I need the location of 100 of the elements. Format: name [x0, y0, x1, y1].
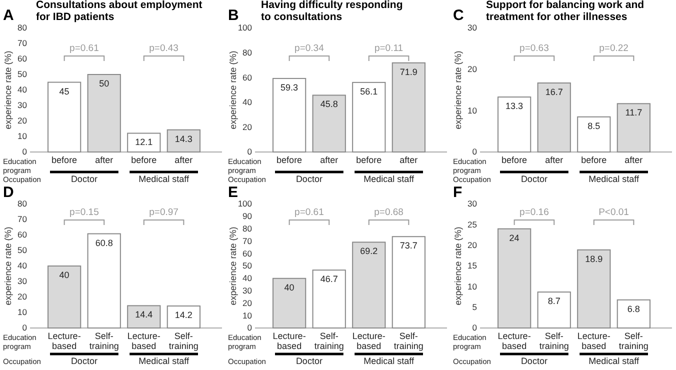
text: Doctor: [70, 174, 98, 184]
y-tick-label: 60: [242, 72, 252, 82]
y-tick-label: 0: [472, 146, 478, 157]
y-axis-title: experience rate (%): [228, 50, 238, 130]
x-tick-label: before: [131, 155, 157, 165]
text: Doctor: [296, 174, 322, 184]
x-tick-label: Lecture-based: [498, 331, 531, 351]
y-tick-label: 20: [468, 240, 478, 250]
chart-title: Having difficulty responding to consultations: [261, 0, 403, 23]
y-tick-label: 15: [468, 260, 478, 271]
y-axis-title: experience rate (%): [453, 226, 463, 306]
data-label: 69.2: [360, 246, 378, 256]
text: B: [228, 7, 239, 24]
bar: [352, 82, 386, 152]
y-axis-title: experience rate (%): [228, 226, 238, 306]
data-label: 46.7: [320, 274, 338, 284]
annotation: p=0.61: [294, 207, 324, 218]
y-tick-label: 30: [242, 286, 252, 296]
data-label: 24: [509, 232, 520, 243]
y-tick-label: 70: [18, 214, 28, 224]
text: Medical staff: [364, 174, 414, 184]
text: Medical staff: [364, 356, 414, 366]
x-tick-label: Self-training: [168, 331, 198, 351]
text: Doctor: [520, 174, 548, 184]
y-tick-label: 80: [242, 48, 252, 58]
data-label: 14.2: [174, 310, 192, 320]
bar: [48, 82, 82, 152]
x-tick-label: before: [52, 155, 78, 165]
y-tick-label: 40: [18, 260, 28, 271]
y-axis-title: experience rate (%): [3, 50, 13, 130]
bar: [272, 278, 306, 328]
x-tick-label: before: [581, 155, 607, 165]
text: Doctor: [70, 356, 98, 366]
x-tick-label: before: [502, 155, 528, 165]
text: Medical staff: [588, 174, 640, 184]
y-tick-label: 20: [242, 122, 252, 132]
data-label: 11.7: [625, 108, 642, 118]
y-tick-label: 30: [18, 276, 28, 286]
annotation: p=0.16: [520, 207, 549, 218]
x-tick-label: Self-training: [394, 331, 424, 351]
x-tick-label: after: [320, 155, 338, 165]
y-tick-label: 10: [18, 307, 28, 318]
bar: [616, 299, 650, 328]
bar: [166, 305, 200, 328]
bar: [127, 132, 161, 152]
text: A: [3, 7, 14, 24]
text: E: [228, 184, 238, 201]
y-tick-label: 100: [238, 22, 252, 33]
y-tick-label: 70: [242, 236, 252, 246]
annotation: p=0.43: [149, 43, 178, 54]
y-tick-label: 60: [18, 54, 28, 64]
y-tick-label: 60: [242, 248, 252, 258]
bar: [577, 116, 611, 152]
y-tick-label: 10: [242, 310, 252, 320]
x-tick-label: Self-training: [314, 331, 344, 351]
annotation: P<0.01: [598, 207, 629, 218]
x-tick-label: after: [174, 155, 193, 165]
y-tick-label: 80: [18, 22, 28, 33]
annotation: p=0.11: [374, 43, 404, 54]
y-tick-label: 25: [468, 219, 478, 230]
x-tick-label: before: [356, 155, 382, 165]
x-tick-label: Lecture-based: [127, 331, 160, 351]
bar: [352, 242, 386, 328]
bar: [498, 228, 532, 328]
y-axis-title: experience rate (%): [3, 226, 13, 306]
x-tick-label: Lecture-based: [352, 331, 386, 351]
annotation: p=0.15: [70, 207, 99, 218]
bar: [616, 103, 650, 152]
y-tick-label: 30: [468, 198, 478, 209]
bar: [392, 62, 426, 152]
data-label: 8.7: [548, 296, 560, 306]
x-tick-label: Self-training: [618, 331, 648, 351]
y-tick-label: 80: [18, 198, 28, 209]
data-label: 56.1: [360, 86, 378, 96]
y-tick-label: 0: [247, 146, 252, 157]
y-tick-label: 0: [22, 322, 28, 333]
y-tick-label: 0: [247, 322, 252, 333]
data-label: 73.7: [400, 240, 418, 251]
y-tick-label: 10: [18, 131, 28, 142]
y-tick-label: 30: [468, 22, 478, 33]
x-tick-label: after: [624, 155, 643, 165]
bar: [577, 249, 611, 328]
y-tick-label: 40: [18, 84, 28, 95]
text: Medical staff: [588, 356, 640, 366]
data-label: 14.4: [135, 310, 153, 320]
y-tick-label: 20: [18, 292, 28, 302]
y-tick-label: 40: [242, 273, 252, 284]
bar: [312, 94, 346, 152]
bar: [87, 74, 121, 152]
data-label: 40: [284, 282, 294, 292]
text: D: [3, 184, 14, 201]
y-tick-label: 100: [238, 198, 252, 209]
data-label: 50: [99, 78, 110, 88]
text: Medical staff: [138, 356, 190, 366]
data-label: 6.8: [627, 304, 640, 314]
x-tick-label: Self-training: [89, 331, 119, 351]
y-tick-label: 30: [18, 100, 28, 110]
data-label: 16.7: [545, 86, 563, 97]
bar: [537, 82, 571, 152]
x-tick-label: Lecture-based: [272, 331, 306, 351]
